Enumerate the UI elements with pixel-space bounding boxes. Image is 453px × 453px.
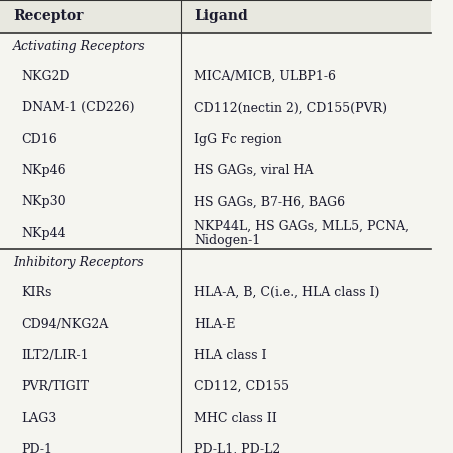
Text: HLA class I: HLA class I <box>194 349 266 362</box>
Text: CD112, CD155: CD112, CD155 <box>194 380 289 393</box>
Text: HS GAGs, viral HA: HS GAGs, viral HA <box>194 164 313 177</box>
Text: PD-L1, PD-L2: PD-L1, PD-L2 <box>194 443 280 453</box>
Text: KIRs: KIRs <box>22 286 52 299</box>
Text: Receptor: Receptor <box>13 10 83 23</box>
Text: Inhibitory Receptors: Inhibitory Receptors <box>13 256 144 270</box>
Text: NKP44L, HS GAGs, MLL5, PCNA,: NKP44L, HS GAGs, MLL5, PCNA, <box>194 220 409 233</box>
Text: NKp46: NKp46 <box>22 164 66 177</box>
Text: IgG Fc region: IgG Fc region <box>194 133 282 146</box>
Text: ILT2/LIR-1: ILT2/LIR-1 <box>22 349 89 362</box>
Text: HS GAGs, B7-H6, BAG6: HS GAGs, B7-H6, BAG6 <box>194 195 345 208</box>
Text: NKp44: NKp44 <box>22 226 66 240</box>
Text: HLA-E: HLA-E <box>194 318 236 331</box>
Text: MHC class II: MHC class II <box>194 411 277 424</box>
Text: PVR/TIGIT: PVR/TIGIT <box>22 380 90 393</box>
Text: PD-1: PD-1 <box>22 443 53 453</box>
Text: DNAM-1 (CD226): DNAM-1 (CD226) <box>22 101 134 114</box>
Text: Ligand: Ligand <box>194 10 248 23</box>
Text: CD94/NKG2A: CD94/NKG2A <box>22 318 109 331</box>
Bar <box>0 0 431 33</box>
Text: LAG3: LAG3 <box>22 411 57 424</box>
Text: CD16: CD16 <box>22 133 58 146</box>
Text: NKp30: NKp30 <box>22 195 66 208</box>
Text: HLA-A, B, C(i.e., HLA class I): HLA-A, B, C(i.e., HLA class I) <box>194 286 379 299</box>
Text: MICA/MICB, ULBP1-6: MICA/MICB, ULBP1-6 <box>194 70 336 83</box>
Text: Activating Receptors: Activating Receptors <box>13 40 145 53</box>
Text: NKG2D: NKG2D <box>22 70 70 83</box>
Text: Nidogen-1: Nidogen-1 <box>194 234 260 246</box>
Text: CD112(nectin 2), CD155(PVR): CD112(nectin 2), CD155(PVR) <box>194 101 387 114</box>
